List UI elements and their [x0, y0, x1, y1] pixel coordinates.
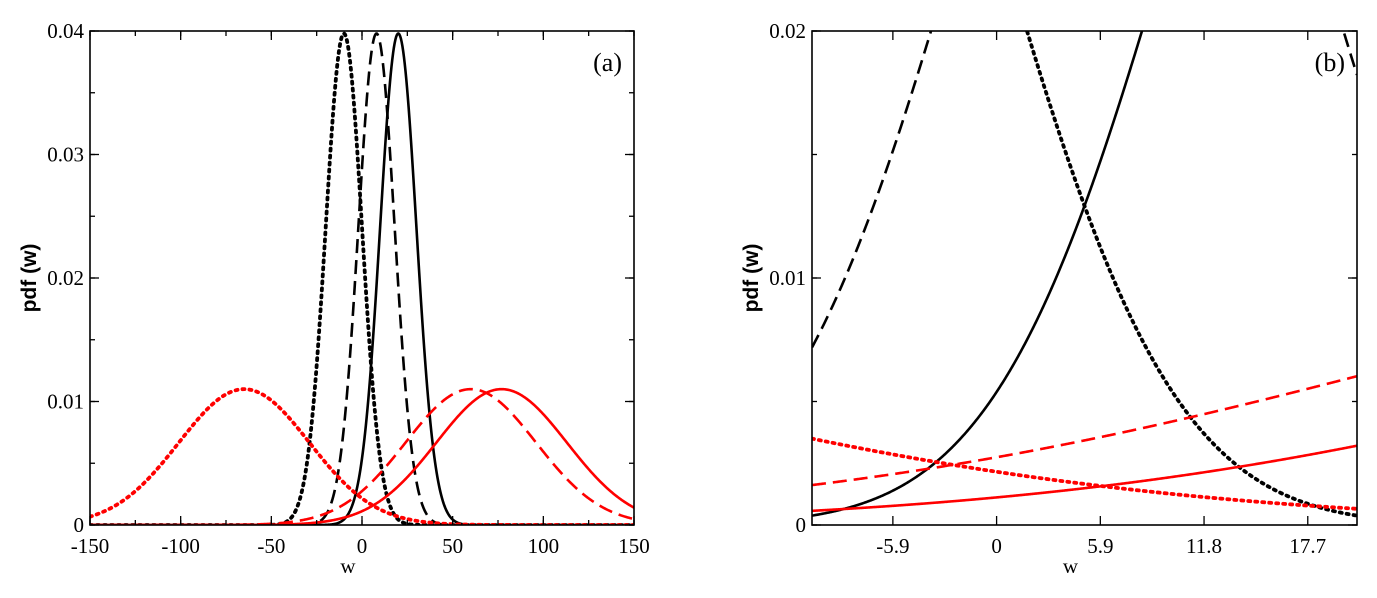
y-tick-label: 0.03	[47, 143, 84, 167]
y-tick-label: 0.01	[769, 266, 806, 290]
series-line-red-solid	[812, 444, 1357, 513]
y-tick-label: 0	[74, 513, 85, 537]
series-line-black-solid	[812, 31, 1144, 517]
panel-a: -150 -100 -50 0 50 100 150 0 0.01 0.02 0.03 0.04 w pd…	[18, 19, 650, 578]
series-line-red-dotted	[90, 387, 634, 525]
x-tick-label: 0	[357, 534, 368, 558]
series-line-black-dotted	[90, 31, 634, 525]
y-axis-label: pdf (w)	[740, 244, 763, 313]
series-line-red-dashed	[812, 374, 1357, 487]
panel-label: (b)	[1315, 48, 1345, 77]
panel-b: -5.9 0 5.9 11.8 17.7 0 0.01 0.02 w pdf (w) (b)	[740, 19, 1358, 578]
series-group	[90, 31, 634, 525]
series-line-black-solid	[90, 32, 634, 525]
series-line-red-solid	[90, 387, 634, 525]
x-tick-label: 17.7	[1289, 534, 1326, 558]
panel-label: (a)	[593, 48, 622, 77]
y-tick-label: 0.02	[769, 19, 806, 43]
x-tick-label: 0	[991, 534, 1002, 558]
y-tick-label: 0	[796, 513, 807, 537]
x-axis-label: w	[1063, 554, 1079, 578]
plot-frame	[811, 30, 1358, 526]
y-tick-label: 0.01	[47, 390, 84, 414]
x-tick-label: 100	[528, 534, 560, 558]
series-line-black-dashed	[90, 32, 634, 525]
series-line-red-dotted	[812, 436, 1357, 511]
series-group	[812, 31, 1357, 518]
x-tick-label: 50	[442, 534, 463, 558]
x-tick-label: -50	[257, 534, 285, 558]
series-line-black-dotted	[1025, 31, 1357, 518]
x-tick-label: -150	[71, 534, 110, 558]
x-tick-label: 5.9	[1087, 534, 1113, 558]
series-line-black-dashed	[812, 31, 1357, 349]
x-tick-label: -5.9	[876, 534, 909, 558]
x-tick-label: 11.8	[1186, 534, 1222, 558]
y-tick-label: 0.02	[47, 266, 84, 290]
y-axis-label: pdf (w)	[18, 244, 41, 313]
y-tick-label: 0.04	[47, 19, 84, 43]
x-axis-label: w	[340, 554, 356, 578]
x-tick-label: 150	[618, 534, 650, 558]
x-tick-label: -100	[161, 534, 200, 558]
